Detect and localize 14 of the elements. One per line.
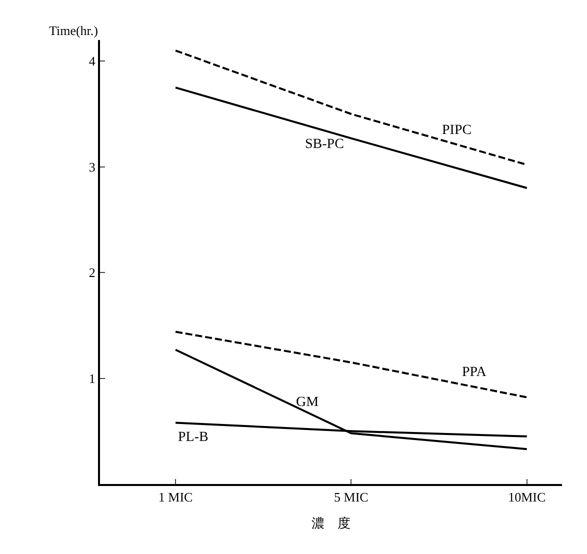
y-axis-title: Time(hr.)	[49, 23, 98, 38]
x-tick-label: 5 MIC	[334, 490, 368, 505]
series-label: PIPC	[442, 123, 472, 138]
y-tick-label: 1	[88, 370, 96, 386]
series-label: PPA	[462, 365, 488, 380]
y-tick-label: 4	[88, 54, 96, 69]
y-tick-label: 3	[88, 159, 96, 174]
x-tick-label: 1 MIC	[158, 490, 193, 505]
series-label: SB-PC	[305, 137, 344, 152]
x-axis-title: 濃 度	[312, 516, 350, 532]
y-tick-label: 2	[88, 265, 96, 280]
x-tick-label: 10MIC	[508, 490, 546, 505]
series-label: PL-B	[178, 430, 208, 445]
series-label: GM	[296, 395, 320, 410]
